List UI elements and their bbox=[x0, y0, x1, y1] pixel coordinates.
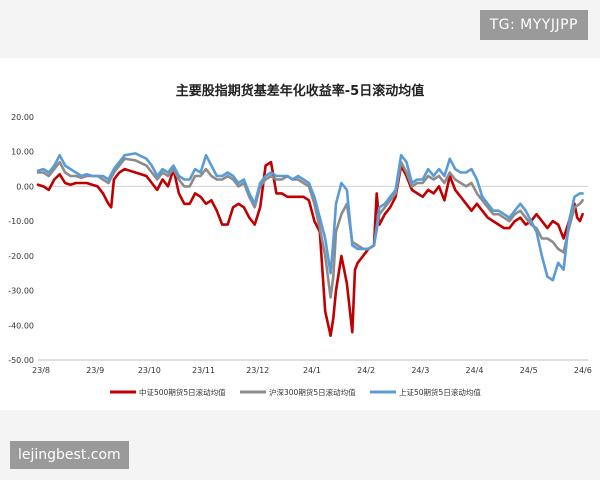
watermark-top: TG: MYYJJPP bbox=[479, 10, 588, 40]
x-tick-label: 24/1 bbox=[303, 366, 321, 375]
x-tick-label: 23/12 bbox=[246, 366, 269, 375]
y-tick-label: 0.00 bbox=[16, 182, 34, 191]
x-tick-label: 23/10 bbox=[138, 366, 161, 375]
x-tick-label: 23/8 bbox=[32, 366, 50, 375]
series-line bbox=[36, 160, 584, 337]
series-line bbox=[36, 157, 584, 299]
legend-label: 中证500期货5日滚动均值 bbox=[139, 387, 226, 397]
y-tick-label: 10.00 bbox=[11, 148, 34, 157]
y-tick-label: 20.00 bbox=[11, 113, 34, 122]
y-tick-label: -50.00 bbox=[8, 356, 34, 365]
chart-panel bbox=[0, 58, 600, 410]
x-tick-label: 23/11 bbox=[192, 366, 215, 375]
legend-label: 沪深300期货5日滚动均值 bbox=[269, 387, 356, 397]
x-tick-label: 24/3 bbox=[411, 366, 429, 375]
x-tick-label: 24/4 bbox=[466, 366, 484, 375]
y-tick-label: -10.00 bbox=[8, 217, 34, 226]
series-line bbox=[36, 152, 584, 282]
watermark-bottom: lejingbest.com bbox=[10, 441, 129, 469]
y-tick-label: -30.00 bbox=[8, 287, 34, 296]
x-tick-label: 24/6 bbox=[574, 366, 592, 375]
x-tick-label: 24/2 bbox=[357, 366, 375, 375]
y-tick-label: -40.00 bbox=[8, 321, 34, 330]
x-tick-label: 24/5 bbox=[520, 366, 538, 375]
y-tick-label: -20.00 bbox=[8, 252, 34, 261]
legend-label: 上证50期货5日滚动均值 bbox=[399, 387, 481, 397]
chart-title: 主要股指期货基差年化收益率-5日滚动均值 bbox=[175, 84, 425, 99]
x-tick-label: 23/9 bbox=[86, 366, 104, 375]
